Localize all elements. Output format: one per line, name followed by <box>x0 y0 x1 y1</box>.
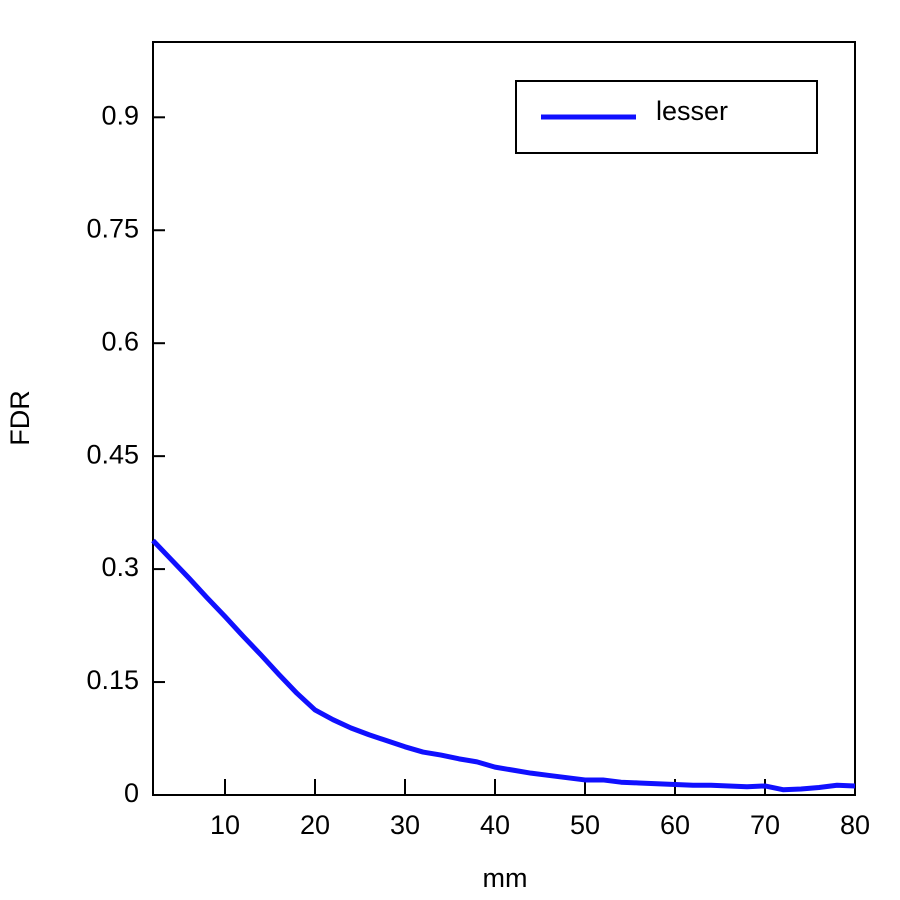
y-tick-label: 0.3 <box>101 552 139 582</box>
x-axis-label: mm <box>483 863 528 893</box>
line <box>151 538 856 793</box>
x-tick-label: 40 <box>480 810 510 840</box>
y-tick-label: 0.9 <box>101 100 139 130</box>
y-tick-label: 0.6 <box>101 326 139 356</box>
y-tick-label: 0 <box>124 778 139 808</box>
x-tick-label: 10 <box>210 810 240 840</box>
plot-frame <box>152 41 856 796</box>
y-tick-label: 0.45 <box>86 439 139 469</box>
x-tick-label: 70 <box>750 810 780 840</box>
x-tick-label: 50 <box>570 810 600 840</box>
x-tick-label: 30 <box>390 810 420 840</box>
x-tick-label: 20 <box>300 810 330 840</box>
x-tick-label: 60 <box>660 810 690 840</box>
x-tick-label: 80 <box>840 810 870 840</box>
y-axis-label: FDR <box>5 390 35 446</box>
y-tick-label: 0.75 <box>86 213 139 243</box>
y-tick-label: 0.15 <box>86 665 139 695</box>
legend-label: lesser <box>656 96 728 126</box>
